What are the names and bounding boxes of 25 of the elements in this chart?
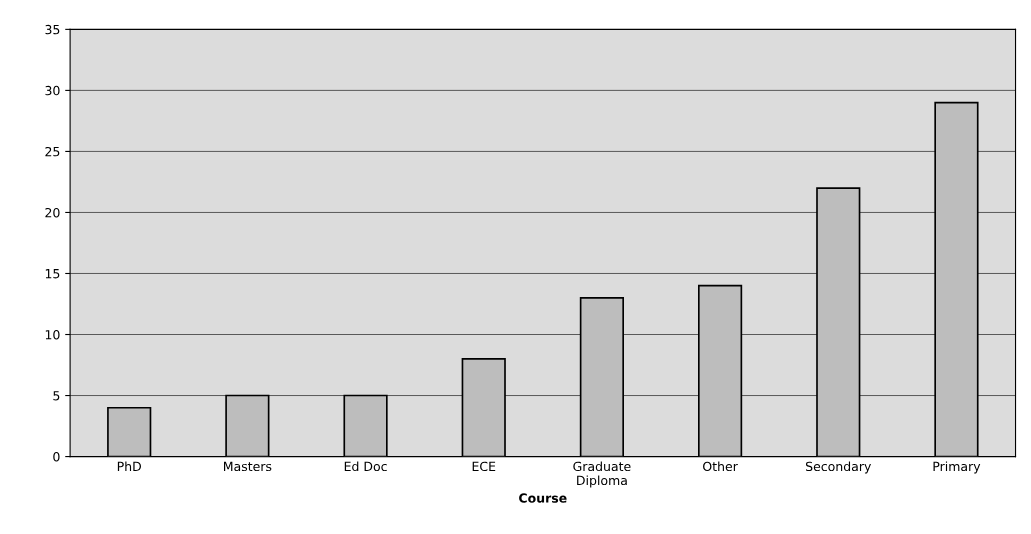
y-tick-label: 35 [45, 24, 60, 35]
bar [343, 394, 388, 457]
y-tick-label: 15 [45, 269, 60, 279]
x-tick-label: Primary [933, 461, 981, 474]
bar [934, 101, 979, 457]
x-tick-label: Ed Doc [344, 461, 387, 472]
bar [816, 187, 861, 457]
y-tick-label: 5 [53, 391, 60, 401]
x-tick-label: Other [703, 461, 738, 472]
x-tick-label: ECE [472, 461, 496, 472]
y-tick-label: 20 [45, 207, 60, 218]
x-tick-label: Graduate Diploma [573, 461, 631, 488]
y-tick-label: 10 [45, 329, 60, 340]
bar [225, 394, 270, 457]
bar [461, 358, 506, 457]
y-tick-label: 25 [45, 146, 60, 157]
y-tick-label: 30 [45, 85, 60, 96]
y-tick-label: 0 [53, 452, 60, 462]
bar [579, 297, 625, 457]
x-tick-label: Masters [224, 461, 272, 472]
bar [107, 406, 152, 457]
x-axis-title: Course [519, 493, 567, 503]
bar [697, 284, 743, 457]
x-tick-label: Secondary [805, 461, 871, 474]
x-tick-label: PhD [117, 461, 141, 471]
